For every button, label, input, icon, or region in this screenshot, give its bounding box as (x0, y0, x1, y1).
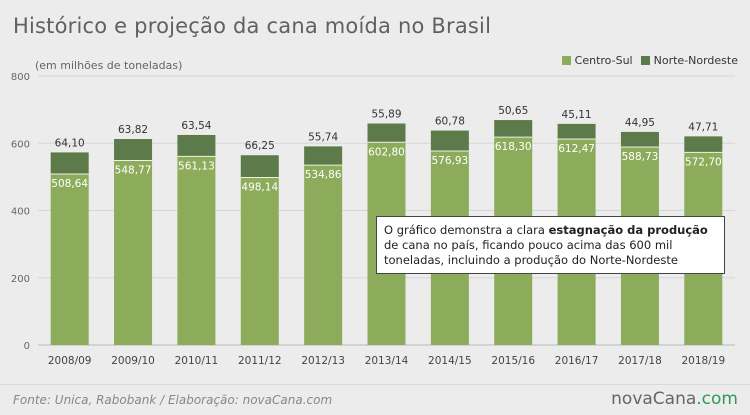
y-tick-label: 0 (24, 341, 30, 352)
footer: Fonte: Unica, Rabobank / Elaboração: nov… (0, 384, 750, 415)
bar-centro-sul (114, 160, 153, 345)
data-label-norte-nordeste: 47,71 (688, 121, 718, 133)
bar-centro-sul (240, 177, 279, 345)
annotation-text-end: de cana no país, ficando pouco acima das… (384, 238, 678, 267)
y-tick-label: 200 (11, 274, 30, 285)
y-tick-label: 400 (11, 207, 30, 218)
annotation-box: O gráfico demonstra a clara estagnação d… (376, 216, 725, 274)
data-label-centro-sul: 572,70 (685, 156, 722, 168)
legend-label-centro-sul: Centro-Sul (574, 54, 633, 67)
annotation-text-start: O gráfico demonstra a clara (384, 223, 549, 237)
bar-norte-nordeste (430, 130, 469, 152)
bar-norte-nordeste (620, 131, 659, 148)
chart-title: Histórico e projeção da cana moída no Br… (13, 14, 492, 38)
data-label-centro-sul: 618,30 (495, 141, 532, 153)
data-label-centro-sul: 561,13 (178, 160, 215, 172)
legend-item-centro-sul: Centro-Sul (561, 54, 633, 67)
data-label-norte-nordeste: 55,74 (308, 131, 338, 143)
data-label-centro-sul: 548,77 (115, 164, 152, 176)
unit-note: (em milhões de toneladas) (35, 59, 183, 72)
logo-suffix: .com (696, 389, 738, 409)
logo-main: novaCana (611, 389, 697, 409)
data-label-centro-sul: 508,64 (51, 178, 88, 190)
bar-norte-nordeste (367, 123, 406, 143)
x-tick-label: 2015/16 (491, 355, 535, 367)
legend: Centro-Sul Norte-Nordeste (554, 54, 738, 67)
data-label-centro-sul: 602,80 (368, 146, 405, 158)
legend-label-norte-nordeste: Norte-Nordeste (653, 54, 738, 67)
bar-centro-sul (50, 173, 89, 345)
bar-norte-nordeste (50, 152, 89, 174)
x-tick-label: 2017/18 (618, 355, 662, 367)
bar-norte-nordeste (177, 134, 216, 157)
data-label-norte-nordeste: 63,82 (118, 124, 148, 136)
bar-norte-nordeste (684, 136, 723, 153)
y-tick-label: 800 (11, 72, 30, 83)
bar-centro-sul (177, 156, 216, 345)
data-label-centro-sul: 498,14 (241, 182, 278, 194)
legend-swatch-centro-sul (561, 56, 571, 65)
data-label-centro-sul: 588,73 (622, 151, 659, 163)
data-label-centro-sul: 612,47 (558, 143, 595, 155)
data-label-norte-nordeste: 44,95 (625, 117, 655, 129)
data-label-centro-sul: 534,86 (305, 169, 342, 181)
data-label-norte-nordeste: 60,78 (435, 116, 465, 128)
x-tick-label: 2018/19 (682, 355, 726, 367)
data-label-norte-nordeste: 55,89 (371, 109, 401, 121)
x-tick-label: 2014/15 (428, 355, 472, 367)
stacked-bar-chart: 0 200 400 600 800 508,64 64,10 2008/09 548,77 63,… (11, 72, 735, 367)
data-label-norte-nordeste: 63,54 (181, 120, 211, 132)
data-label-norte-nordeste: 64,10 (55, 137, 85, 149)
x-tick-label: 2013/14 (365, 355, 409, 367)
x-tick-label: 2011/12 (238, 355, 282, 367)
x-tick-label: 2008/09 (48, 355, 92, 367)
bar-norte-nordeste (240, 155, 279, 178)
data-label-norte-nordeste: 50,65 (498, 105, 528, 117)
bar-norte-nordeste (304, 146, 343, 166)
bar-centro-sul (304, 165, 343, 345)
annotation-highlight: estagnação da produção (548, 223, 708, 237)
x-tick-label: 2016/17 (555, 355, 599, 367)
bar-norte-nordeste (557, 123, 596, 140)
legend-item-norte-nordeste: Norte-Nordeste (640, 54, 738, 67)
data-label-norte-nordeste: 45,11 (562, 109, 592, 121)
x-tick-label: 2009/10 (111, 355, 155, 367)
x-tick-label: 2012/13 (301, 355, 345, 367)
x-tick-label: 2010/11 (175, 355, 219, 367)
legend-swatch-norte-nordeste (640, 56, 650, 65)
data-label-centro-sul: 576,93 (431, 155, 468, 167)
source-note: Fonte: Unica, Rabobank / Elaboração: nov… (13, 393, 333, 407)
data-label-norte-nordeste: 66,25 (245, 140, 275, 152)
logo[interactable]: novaCana.com (611, 389, 738, 409)
bar-norte-nordeste (494, 120, 533, 138)
y-tick-label: 600 (11, 139, 30, 150)
bar-norte-nordeste (114, 139, 153, 161)
